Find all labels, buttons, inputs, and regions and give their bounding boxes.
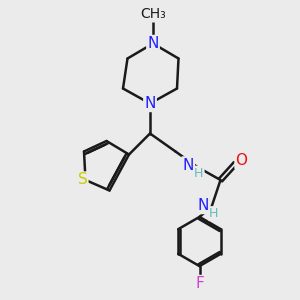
Text: H: H — [209, 207, 219, 220]
Text: N: N — [144, 96, 156, 111]
Text: S: S — [78, 172, 87, 188]
Text: N: N — [147, 36, 159, 51]
Text: H: H — [194, 167, 204, 180]
Text: CH₃: CH₃ — [140, 8, 166, 21]
Text: O: O — [236, 153, 247, 168]
Text: F: F — [195, 276, 204, 291]
Text: N: N — [182, 158, 194, 172]
Text: N: N — [197, 198, 209, 213]
